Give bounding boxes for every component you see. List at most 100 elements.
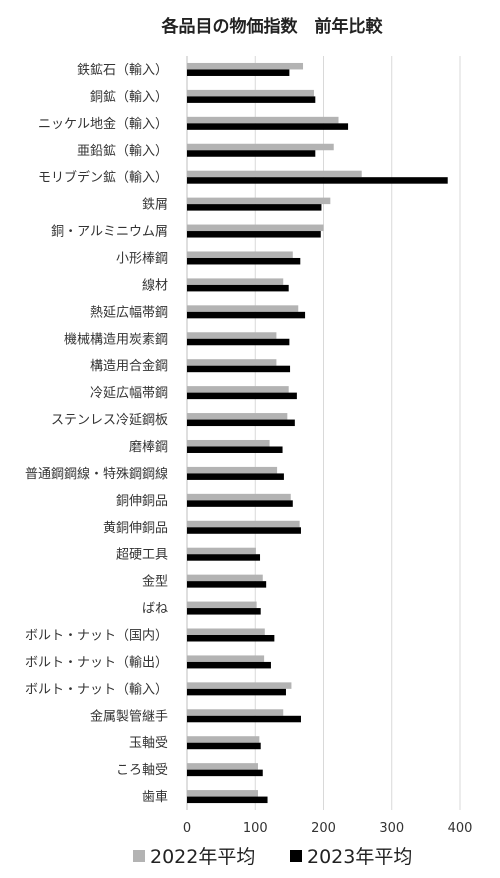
bar-2022 [187,359,277,366]
bar-2022 [187,736,260,743]
category-label: 鉄屑 [142,198,168,213]
category-label: 銅伸銅品 [116,494,168,509]
x-tick-label: 400 [448,821,473,836]
category-label: 銅鉱（輸入） [90,89,168,105]
bar-2022 [187,574,263,582]
bar-2023 [187,311,306,319]
category-label: 線材 [142,277,168,293]
bar-2023 [187,177,448,184]
bar-2022 [187,89,314,97]
bar-2023 [187,634,275,642]
category-label: 銅・アルミニウム屑 [51,225,168,240]
bars [187,62,448,804]
bar-2022 [187,493,291,501]
bar-2022 [187,520,300,528]
category-label: 黄銅伸銅品 [103,521,168,536]
category-label: モリブデン鉱（輸入） [38,170,168,186]
bar-2022 [187,62,304,70]
bar-2023 [187,688,286,696]
bar-2022 [187,143,334,151]
category-label: ボルト・ナット（国内） [25,627,168,643]
bar-2023 [187,742,261,750]
bar-2023 [187,661,271,669]
bar-2023 [187,150,316,157]
bar-2023 [187,796,268,804]
bar-2023 [187,473,284,480]
x-tick-label: 0 [183,821,191,836]
bar-2023 [187,527,301,534]
category-label: 小形棒鋼 [116,251,168,266]
bar-2023 [187,96,316,103]
category-label: 磨棒鋼 [129,440,168,455]
bar-2022 [187,413,288,420]
category-label: 金属製管継手 [90,708,168,724]
bar-2022 [187,466,278,474]
category-label: 構造用合金鋼 [90,358,168,374]
bar-2022 [187,197,331,205]
legend-label-2022: 2022年平均 [150,846,255,868]
category-label: ボルト・ナット（輸入） [25,682,168,697]
bar-2023 [187,392,297,400]
bar-2023 [187,769,263,777]
category-label: 玉軸受 [129,736,168,751]
category-label: ボルト・ナット（輸出） [25,655,168,670]
bar-2023 [187,581,267,588]
bar-2023 [187,123,349,130]
bar-2023 [187,257,301,265]
bar-2022 [187,790,258,797]
legend-swatch-2023 [290,850,302,862]
bar-2023 [187,608,261,615]
bar-2023 [187,419,295,427]
bar-2023 [187,500,293,507]
bar-2022 [187,116,339,124]
x-tick-labels: 0 100 200 300 400 [183,821,473,836]
bar-2022 [187,601,257,609]
legend-label-2023: 2023年平均 [307,846,412,868]
bar-2022 [187,332,277,339]
bar-2023 [187,284,289,292]
category-label: ばね [142,602,168,617]
bar-2022 [187,386,289,393]
bar-2022 [187,682,292,689]
x-tick-label: 200 [311,821,336,836]
category-label: 機械構造用炭素鋼 [64,332,168,347]
category-label: ころ軸受 [116,763,168,778]
category-label: 超硬工具 [116,548,168,563]
bar-2022 [187,278,284,285]
category-label: 普通鋼鋼線・特殊鋼鋼線 [25,466,168,482]
bar-2022 [187,224,324,232]
bar-2023 [187,365,291,373]
bar-2023 [187,554,261,561]
bar-2022 [187,305,299,312]
bar-2023 [187,338,290,346]
bar-2023 [187,231,321,238]
grid-lines [186,56,461,811]
x-tick-label: 300 [379,821,404,836]
category-label: 金型 [142,574,168,590]
bar-2022 [187,439,270,447]
category-label: 亜鉛鉱（輸入） [77,143,168,159]
category-label: ステンレス冷延鋼板 [51,413,168,428]
bar-2023 [187,204,322,211]
x-tick-label: 100 [243,821,268,836]
bar-2023 [187,446,283,453]
legend: 2022年平均 2023年平均 [133,846,412,868]
bar-2022 [187,763,258,770]
bar-2023 [187,715,301,723]
bar-2022 [187,170,362,178]
category-label: ニッケル地金（輸入） [38,116,168,132]
bar-2022 [187,655,265,662]
category-label: 冷延広幅帯鋼 [90,386,168,401]
bar-2022 [187,628,265,635]
category-label: 鉄鉱石（輸入） [77,62,168,78]
chart-title: 各品目の物価指数 前年比較 [161,16,384,37]
bar-2022 [187,251,293,258]
category-labels: 鉄鉱石（輸入） 銅鉱（輸入） ニッケル地金（輸入） 亜鉛鉱（輸入） モリブデン鉱（輸入）… [25,62,168,805]
bar-2023 [187,69,290,76]
category-label: 歯車 [142,790,168,805]
legend-swatch-2022 [133,850,145,862]
bar-2022 [187,709,284,716]
bar-2022 [187,547,256,555]
category-label: 熱延広幅帯鋼 [90,305,168,320]
